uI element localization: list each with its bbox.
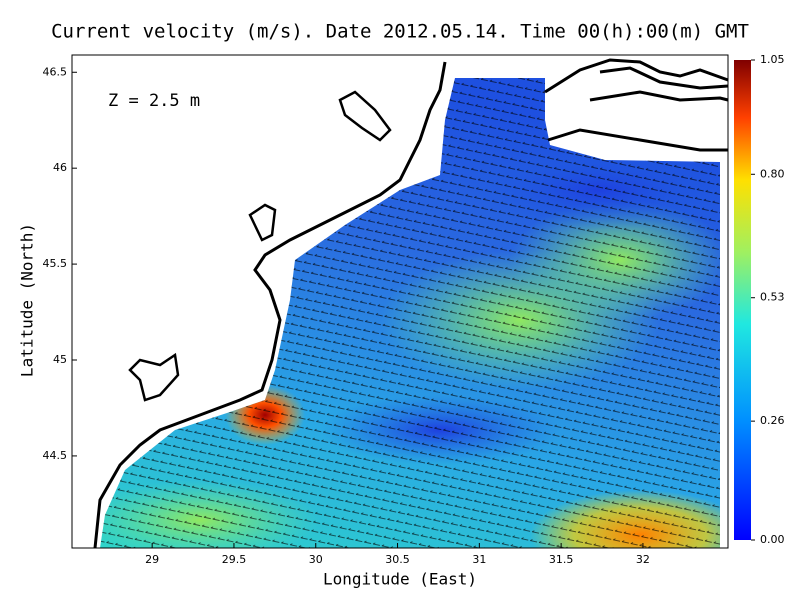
x-tick-label: 31.5 [549, 553, 574, 566]
x-tick-label: 29.5 [222, 553, 247, 566]
title: Current velocity (m/s). Date 2012.05.14.… [51, 21, 749, 43]
plot-frame [71, 54, 729, 549]
y-tick-label: 45 [53, 353, 67, 366]
y-tick-label: 46.5 [43, 65, 68, 78]
y-tick-label: 44.5 [43, 449, 68, 462]
depth-annotation: Z = 2.5 m [108, 91, 200, 111]
colorbar-tick-label: 0.26 [760, 414, 785, 427]
colorbar-tick-label: 0.00 [760, 533, 785, 546]
x-tick-label: 30.5 [385, 553, 410, 566]
colorbar-tick-label: 1.05 [760, 53, 785, 66]
y-tick-label: 45.5 [43, 257, 68, 270]
x-axis-label: Longitude (East) [323, 570, 477, 589]
x-tick-label: 29 [145, 553, 159, 566]
x-tick-label: 31 [472, 553, 486, 566]
colorbar-tick-label: 0.80 [760, 167, 785, 180]
colorbar-tick-label: 0.53 [760, 291, 785, 304]
coastline [93, 58, 729, 549]
x-tick-label: 30 [309, 553, 323, 566]
x-tick-label: 32 [636, 553, 650, 566]
y-axis-label: Latitude (North) [18, 223, 37, 377]
y-tick-label: 46 [53, 161, 67, 174]
colorbar [734, 60, 751, 540]
